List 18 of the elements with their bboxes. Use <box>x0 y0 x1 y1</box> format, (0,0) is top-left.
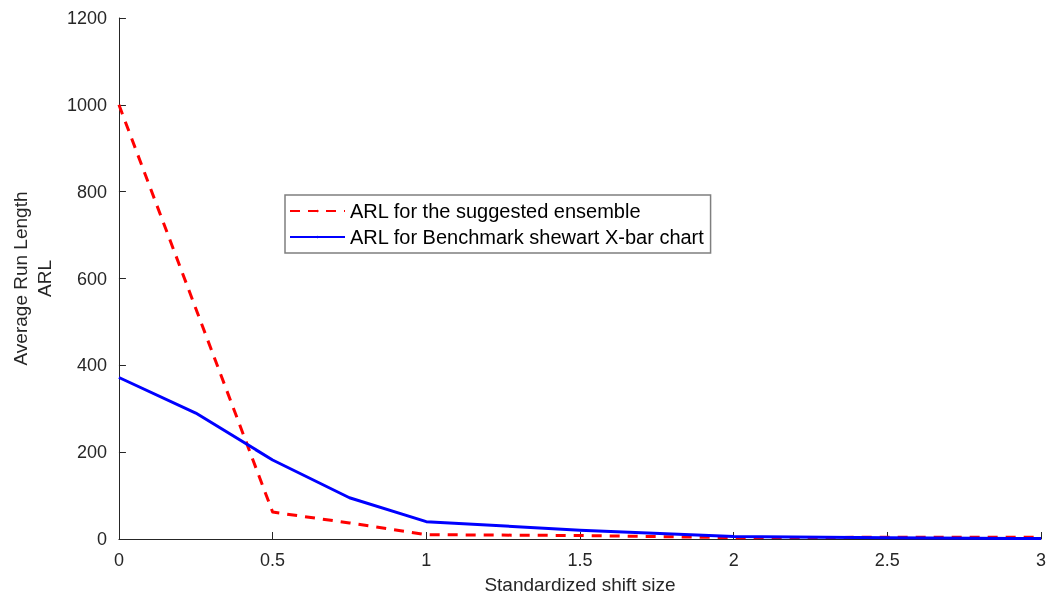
x-axis-title: Standardized shift size <box>484 574 676 595</box>
y-axis-title: Average Run Length ARL <box>9 191 55 366</box>
y-tick-label: 0 <box>96 529 107 549</box>
y-tick-label: 200 <box>76 442 107 463</box>
x-tick-label: 1 <box>421 550 432 570</box>
x-tick-label: 2 <box>728 550 739 570</box>
legend-label: ARL for the suggested ensemble <box>350 200 641 222</box>
legend-label: ARL for Benchmark shewart X-bar chart <box>350 226 705 248</box>
y-tick-label: 1200 <box>66 8 107 28</box>
x-tick-label: 3 <box>1035 550 1046 570</box>
y-tick-label: 400 <box>76 355 107 376</box>
x-tick-label: 1.5 <box>567 550 593 570</box>
y-tick-label: 800 <box>76 181 107 202</box>
x-tick-label: 2.5 <box>874 550 900 570</box>
y-tick-label: 600 <box>76 268 107 289</box>
y-tick-label: 1000 <box>66 94 107 115</box>
x-tick-label: 0 <box>113 550 124 570</box>
x-tick-label: 0.5 <box>260 550 286 570</box>
